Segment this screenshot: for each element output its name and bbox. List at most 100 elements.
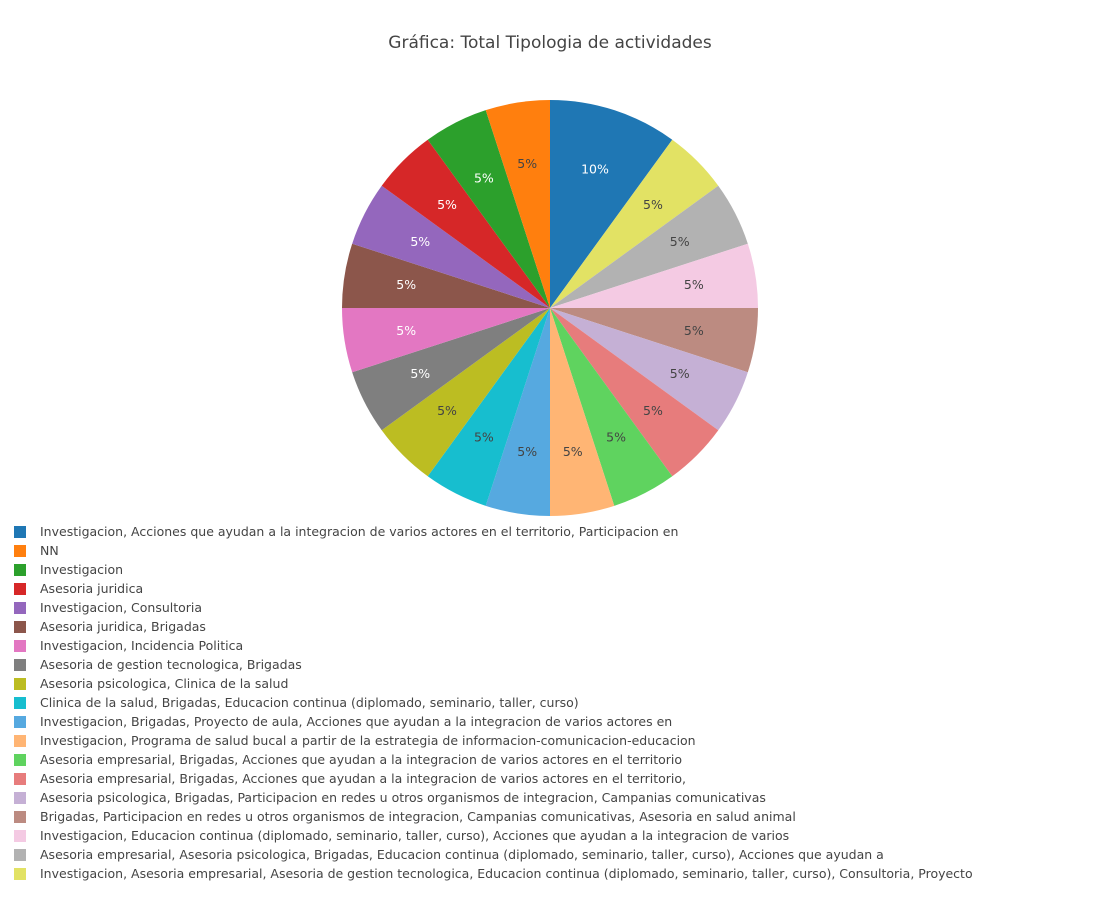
slice-label: 5% (410, 366, 430, 381)
slice-label: 5% (606, 430, 626, 445)
legend-item[interactable]: Investigacion, Brigadas, Proyecto de aul… (14, 712, 1094, 731)
legend-item[interactable]: Asesoria empresarial, Brigadas, Acciones… (14, 769, 1094, 788)
pie-labels: 10% 5% 5% 5% 5% 5% 5% 5% 5% 5% 5% 5% 5% 5% 5% 5% 5% 5% 5% (396, 156, 704, 459)
legend-swatch (14, 696, 26, 709)
slice-label: 10% (581, 162, 609, 177)
slice-label: 5% (396, 323, 416, 338)
pie-slice[interactable] (352, 185, 550, 308)
pie-slice[interactable] (550, 185, 748, 308)
legend-swatch (14, 525, 26, 538)
legend-label: Investigacion, Programa de salud bucal a… (40, 733, 696, 748)
pie-slice[interactable] (550, 308, 748, 431)
legend-label: Asesoria de gestion tecnologica, Brigada… (40, 657, 302, 672)
legend-swatch (14, 563, 26, 576)
pie-slice[interactable] (550, 100, 673, 308)
legend-item[interactable]: Investigacion, Programa de salud bucal a… (14, 731, 1094, 750)
legend-swatch (14, 867, 26, 880)
legend-item[interactable]: Asesoria psicologica, Brigadas, Particip… (14, 788, 1094, 807)
pie-slice[interactable] (342, 243, 550, 308)
pie-slice[interactable] (550, 308, 673, 506)
legend-label: Asesoria psicologica, Brigadas, Particip… (40, 790, 766, 805)
legend-item[interactable]: Brigadas, Participacion en redes u otros… (14, 807, 1094, 826)
chart-title: Gráfica: Total Tipologia de actividades (388, 33, 712, 53)
pie-chart: 10% 5% 5% 5% 5% 5% 5% 5% 5% 5% 5% 5% 5% 5% 5% 5% 5% 5% 5% (342, 100, 758, 516)
slice-label: 5% (517, 156, 537, 171)
legend-swatch (14, 601, 26, 614)
legend-label: Investigacion, Educacion continua (diplo… (40, 828, 790, 843)
legend-label: Asesoria juridica (40, 581, 144, 596)
slice-label: 5% (410, 234, 430, 249)
legend-swatch (14, 639, 26, 652)
legend-swatch (14, 715, 26, 728)
slice-label: 5% (670, 234, 690, 249)
legend-label: Investigacion, Acciones que ayudan a la … (40, 524, 679, 539)
legend-item[interactable]: NN (14, 541, 1094, 560)
legend-swatch (14, 620, 26, 633)
pie-slice[interactable] (550, 308, 719, 477)
legend-item[interactable]: Asesoria juridica (14, 579, 1094, 598)
slice-label: 5% (396, 277, 416, 292)
legend-label: NN (40, 543, 59, 558)
legend-item[interactable]: Clinica de la salud, Brigadas, Educacion… (14, 693, 1094, 712)
legend-swatch (14, 791, 26, 804)
legend-swatch (14, 734, 26, 747)
legend-item[interactable]: Investigacion, Consultoria (14, 598, 1094, 617)
pie-slice[interactable] (550, 139, 719, 308)
legend: Investigacion, Acciones que ayudan a la … (14, 522, 1094, 883)
legend-label: Asesoria empresarial, Brigadas, Acciones… (40, 771, 687, 786)
legend-item[interactable]: Asesoria de gestion tecnologica, Brigada… (14, 655, 1094, 674)
legend-item[interactable]: Asesoria empresarial, Brigadas, Acciones… (14, 750, 1094, 769)
slice-label: 5% (563, 444, 583, 459)
slice-label: 5% (474, 430, 494, 445)
slice-label: 5% (474, 170, 494, 185)
slice-label: 5% (684, 277, 704, 292)
legend-item[interactable]: Investigacion (14, 560, 1094, 579)
legend-swatch (14, 544, 26, 557)
legend-label: Asesoria psicologica, Clinica de la salu… (40, 676, 289, 691)
slice-label: 5% (670, 366, 690, 381)
legend-item[interactable]: Asesoria juridica, Brigadas (14, 617, 1094, 636)
legend-label: Investigacion (40, 562, 124, 577)
legend-item[interactable]: Investigacion, Acciones que ayudan a la … (14, 522, 1094, 541)
legend-item[interactable]: Investigacion, Asesoria empresarial, Ase… (14, 864, 1094, 883)
pie-slice[interactable] (485, 308, 550, 516)
legend-label: Asesoria empresarial, Asesoria psicologi… (40, 847, 884, 862)
slice-label: 5% (437, 403, 457, 418)
legend-swatch (14, 658, 26, 671)
slice-label: 5% (684, 323, 704, 338)
pie-slice[interactable] (550, 243, 758, 308)
slice-label: 5% (437, 197, 457, 212)
legend-label: Asesoria empresarial, Brigadas, Acciones… (40, 752, 683, 767)
legend-item[interactable]: Asesoria psicologica, Clinica de la salu… (14, 674, 1094, 693)
pie-slice[interactable] (550, 308, 615, 516)
legend-label: Investigacion, Consultoria (40, 600, 203, 615)
legend-item[interactable]: Investigacion, Educacion continua (diplo… (14, 826, 1094, 845)
legend-swatch (14, 677, 26, 690)
legend-label: Clinica de la salud, Brigadas, Educacion… (40, 695, 579, 710)
legend-swatch (14, 753, 26, 766)
pie-slice[interactable] (550, 308, 758, 373)
legend-item[interactable]: Investigacion, Incidencia Politica (14, 636, 1094, 655)
legend-label: Brigadas, Participacion en redes u otros… (40, 809, 796, 824)
slice-label: 5% (517, 444, 537, 459)
pie-slice[interactable] (427, 110, 550, 309)
legend-swatch (14, 582, 26, 595)
legend-label: Investigacion, Asesoria empresarial, Ase… (40, 866, 973, 881)
pie-slice[interactable] (427, 308, 550, 506)
pie-slice[interactable] (485, 100, 550, 308)
legend-label: Asesoria juridica, Brigadas (40, 619, 206, 634)
legend-label: Investigacion, Brigadas, Proyecto de aul… (40, 714, 673, 729)
legend-swatch (14, 829, 26, 842)
pie-slice[interactable] (381, 139, 550, 308)
legend-swatch (14, 848, 26, 861)
legend-item[interactable]: Asesoria empresarial, Asesoria psicologi… (14, 845, 1094, 864)
legend-label: Investigacion, Incidencia Politica (40, 638, 244, 653)
pie-slice[interactable] (352, 308, 550, 431)
legend-swatch (14, 810, 26, 823)
legend-swatch (14, 772, 26, 785)
slice-label: 5% (643, 197, 663, 212)
slice-label: 5% (643, 403, 663, 418)
pie-slices (342, 100, 758, 516)
pie-slice[interactable] (381, 308, 550, 477)
pie-slice[interactable] (342, 308, 550, 373)
